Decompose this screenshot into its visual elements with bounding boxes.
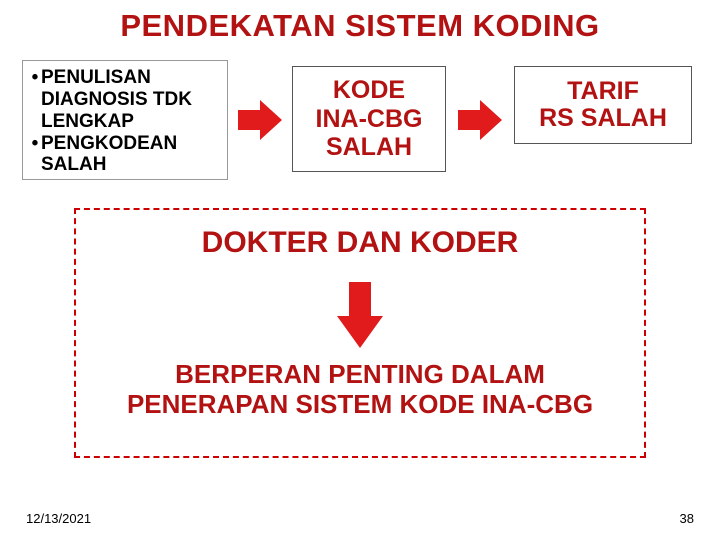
bullet-2-line1: PENGKODEAN (41, 133, 177, 155)
mid-line3: SALAH (326, 133, 412, 162)
right-line2: RS SALAH (539, 105, 667, 133)
bullet-2-text: PENGKODEAN SALAH (41, 133, 177, 177)
right-line1: TARIF (567, 78, 639, 106)
bullet-1-line1: PENULISAN (41, 67, 192, 89)
box-causes: • PENULISAN DIAGNOSIS TDK LENGKAP • PENG… (22, 60, 228, 180)
callout-heading-1: DOKTER DAN KODER (76, 226, 644, 260)
slide-title: PENDEKATAN SISTEM KODING (0, 8, 720, 44)
footer-date: 12/13/2021 (26, 511, 91, 526)
footer-page-number: 38 (680, 511, 694, 526)
bullet-dot-icon: • (29, 133, 41, 177)
bullet-1: • PENULISAN DIAGNOSIS TDK LENGKAP (29, 67, 221, 133)
mid-line2: INA-CBG (316, 105, 423, 134)
mid-line1: KODE (333, 76, 405, 105)
bullet-1-line2: DIAGNOSIS TDK (41, 89, 192, 111)
bullet-2-line2: SALAH (41, 154, 177, 176)
bullet-1-line3: LENGKAP (41, 111, 192, 133)
arrow-right-icon (458, 100, 502, 140)
box-tarif-salah: TARIF RS SALAH (514, 66, 692, 144)
arrow-down-icon (337, 282, 383, 353)
callout-h2-line1: BERPERAN PENTING DALAM (76, 360, 644, 390)
flow-row: • PENULISAN DIAGNOSIS TDK LENGKAP • PENG… (22, 60, 702, 180)
callout-h2-line2: PENERAPAN SISTEM KODE INA-CBG (76, 390, 644, 420)
dashed-callout: DOKTER DAN KODER BERPERAN PENTING DALAM … (74, 208, 646, 458)
bullet-dot-icon: • (29, 67, 41, 133)
arrow-right-icon (238, 100, 282, 140)
box-kode-salah: KODE INA-CBG SALAH (292, 66, 446, 172)
callout-heading-2: BERPERAN PENTING DALAM PENERAPAN SISTEM … (76, 360, 644, 420)
bullet-2: • PENGKODEAN SALAH (29, 133, 221, 177)
bullet-1-text: PENULISAN DIAGNOSIS TDK LENGKAP (41, 67, 192, 133)
